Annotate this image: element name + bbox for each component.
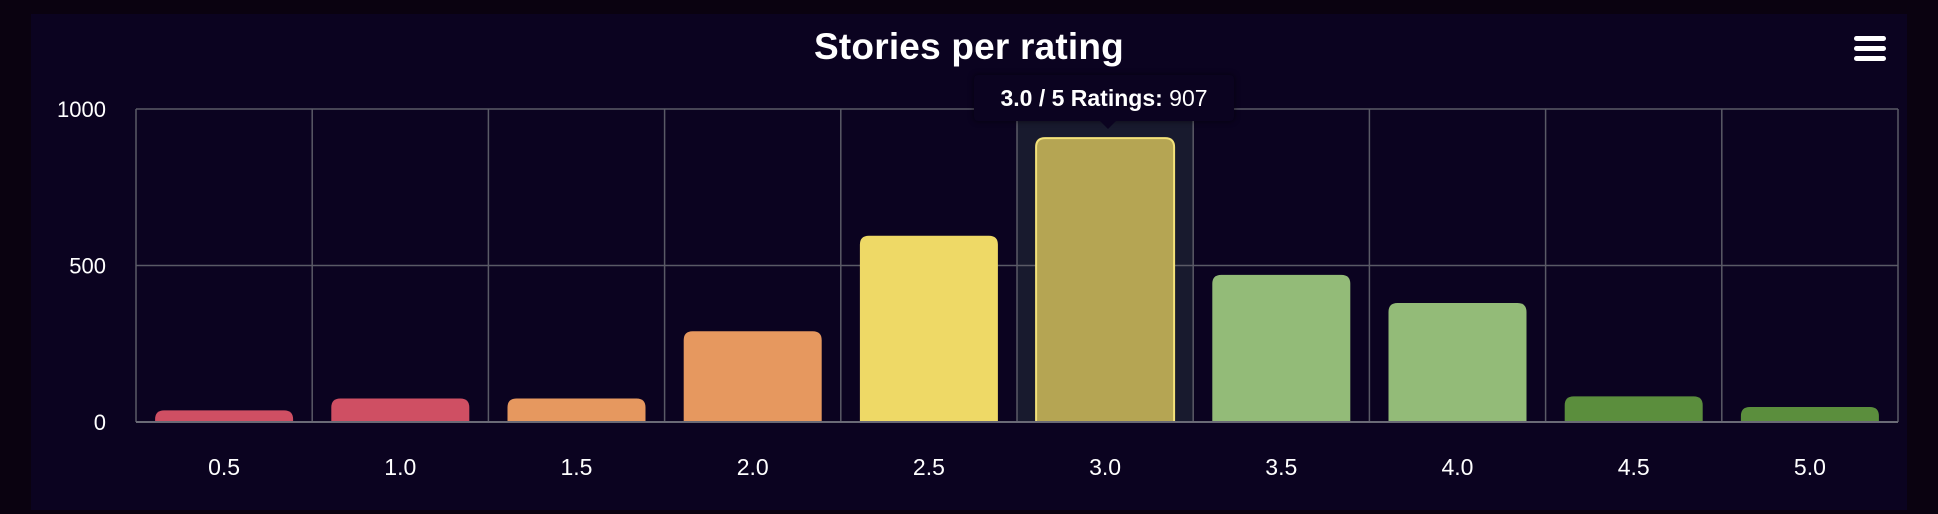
bar xyxy=(155,410,294,422)
bar xyxy=(1035,137,1176,423)
menu-bar xyxy=(1854,56,1886,61)
menu-bar xyxy=(1854,46,1886,51)
hamburger-menu-icon[interactable] xyxy=(1852,34,1890,66)
bar xyxy=(507,398,646,422)
bar xyxy=(1212,274,1351,422)
bar xyxy=(331,398,470,422)
x-tick-label: 1.5 xyxy=(561,454,593,480)
x-tick-label: 2.0 xyxy=(737,454,769,480)
tooltip-value: 907 xyxy=(1169,85,1208,111)
x-tick-label: 0.5 xyxy=(208,454,240,480)
y-tick-label: 1000 xyxy=(57,97,106,122)
bar xyxy=(1388,303,1527,422)
x-tick-label: 4.5 xyxy=(1618,454,1650,480)
x-tick-label: 3.5 xyxy=(1265,454,1297,480)
tooltip: 3.0 / 5 Ratings: 907 xyxy=(974,75,1234,121)
y-tick-label: 500 xyxy=(69,254,106,279)
x-tick-label: 4.0 xyxy=(1442,454,1474,480)
bar xyxy=(683,331,822,422)
x-tick-label: 1.0 xyxy=(384,454,416,480)
x-tick-label: 3.0 xyxy=(1089,454,1121,480)
bar xyxy=(859,235,998,422)
bar xyxy=(1740,406,1879,422)
tooltip-label: 3.0 / 5 Ratings: xyxy=(1000,85,1163,111)
x-tick-label: 5.0 xyxy=(1794,454,1826,480)
bar xyxy=(1564,396,1703,422)
chart-title: Stories per rating xyxy=(814,26,1124,67)
y-tick-label: 0 xyxy=(94,410,106,435)
menu-bar xyxy=(1854,36,1886,41)
x-tick-label: 2.5 xyxy=(913,454,945,480)
tooltip-arrow xyxy=(1100,121,1116,129)
